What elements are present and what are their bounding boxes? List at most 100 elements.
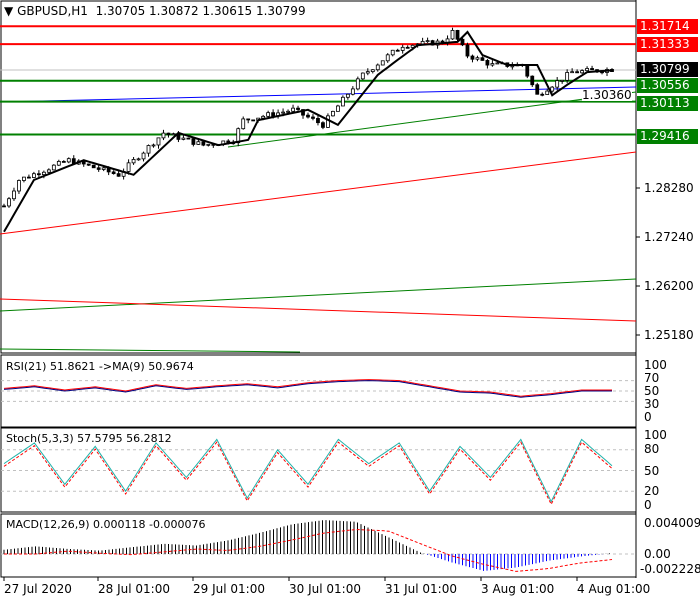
candle-body [555, 80, 560, 88]
candle-body [565, 72, 570, 81]
candle-body [186, 137, 191, 140]
stoch-label: Stoch(5,3,3) 57.5795 56.2812 [6, 432, 172, 445]
candle-body [96, 167, 101, 170]
candle-body [585, 68, 589, 72]
candle-body [41, 171, 46, 176]
trend-line [0, 151, 637, 235]
collapse-triangle-icon[interactable]: ▼ [4, 4, 14, 18]
candle-body [375, 64, 380, 71]
candle-body [251, 119, 256, 122]
candle-body [201, 141, 206, 146]
candle-body [321, 122, 325, 128]
candle-body [311, 116, 315, 119]
candle-body [540, 93, 545, 96]
candle-body [7, 198, 11, 207]
candle-body [331, 110, 335, 117]
symbol-label: GBPUSD,H1 [17, 4, 88, 18]
time-tick: 29 Jul 01:00 [193, 582, 265, 596]
rsi-tick: 30 [644, 397, 660, 411]
rsi-ma-line [3, 380, 612, 398]
open-value: 1.30705 [95, 4, 146, 18]
stoch-tick: 50 [644, 464, 660, 478]
macd-tick: 0.00 [644, 547, 671, 561]
candle-body [196, 141, 201, 145]
candle-body [380, 60, 385, 66]
level-tag-resistance-2: 1.31714 [637, 19, 698, 34]
candle-body [365, 71, 370, 74]
macd-tick: -0.002228 [640, 562, 700, 576]
rsi-tick: 50 [644, 384, 660, 398]
candle-body [141, 152, 146, 160]
trend-line [0, 278, 637, 312]
panel-frame [0, 0, 637, 354]
stoch-tick: 80 [644, 442, 660, 456]
candle-body [345, 93, 350, 98]
candle-body [370, 69, 375, 73]
candle-body [91, 164, 96, 169]
stoch-tick: 20 [644, 484, 660, 498]
candle-body [390, 49, 395, 56]
candle-body [420, 40, 425, 45]
price-tick: 1.25180 [644, 328, 694, 342]
candle-body [340, 96, 345, 107]
candle-body [475, 57, 480, 60]
candle-body [236, 128, 241, 144]
candle-body [161, 132, 166, 139]
price-tick: 1.30360 [582, 88, 632, 102]
chart-header: ▼ GBPUSD,H1 1.30705 1.30872 1.30615 1.30… [4, 4, 306, 18]
candle-body [430, 40, 435, 46]
candle-body [355, 78, 360, 90]
trend-line [227, 91, 637, 148]
time-tick: 3 Aug 01:00 [481, 582, 555, 596]
candle-body [510, 65, 515, 68]
candle-body [101, 167, 106, 170]
candle-body [470, 55, 475, 60]
candle-body [171, 133, 176, 136]
stoch-signal-line [3, 441, 613, 506]
level-tag-support-1: 1.30556 [637, 78, 698, 93]
candle-body [405, 46, 410, 49]
candle-body [2, 205, 6, 208]
candle-body [131, 159, 136, 164]
candle-body [575, 71, 580, 74]
trend-line [0, 86, 637, 103]
candle-body [246, 118, 251, 121]
candle-body [490, 63, 495, 66]
candle-body [241, 118, 246, 130]
level-tag-support-3: 1.29416 [637, 129, 698, 144]
candle-body [181, 137, 186, 140]
candle-body [525, 64, 530, 77]
level-tag-resistance-1: 1.31333 [637, 37, 698, 52]
rsi-tick: 70 [644, 371, 660, 385]
candle-body [580, 70, 584, 74]
macd-label: MACD(12,26,9) 0.000118 -0.000076 [6, 518, 206, 531]
candle-body [460, 38, 465, 46]
candle-body [455, 29, 460, 40]
candle-body [550, 86, 555, 92]
candle-body [316, 118, 320, 124]
candle-body [206, 143, 211, 146]
candle-body [385, 54, 390, 62]
price-tick: 1.26200 [644, 279, 694, 293]
candle-body [485, 60, 490, 66]
time-tick: 27 Jul 2020 [4, 582, 72, 596]
candle-body [61, 161, 66, 163]
candle-body [66, 158, 71, 163]
trend-line [0, 348, 301, 353]
current-price-tag: 1.30799 [637, 62, 698, 77]
stoch-tick: 0 [644, 498, 652, 512]
candle-body [450, 29, 455, 40]
candle-body [545, 90, 550, 95]
candle-body [590, 68, 594, 71]
low-value: 1.30615 [202, 4, 253, 18]
time-tick: 31 Jul 01:00 [385, 582, 457, 596]
candle-body [166, 132, 171, 135]
trend-line [0, 298, 637, 322]
rsi-line [3, 379, 612, 397]
high-value: 1.30872 [149, 4, 199, 18]
candle-body [56, 161, 61, 166]
candle-body [116, 173, 121, 177]
candle-body [410, 44, 415, 48]
macd-tick: 0.004009 [644, 516, 700, 530]
